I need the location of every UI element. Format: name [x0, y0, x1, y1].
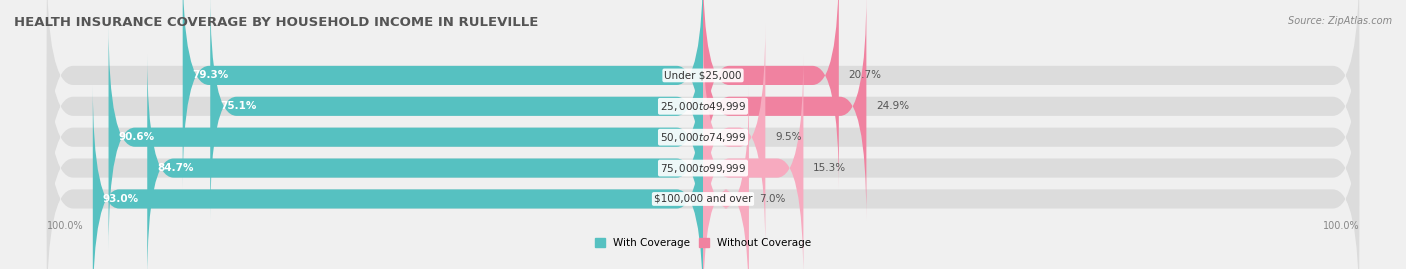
Text: 20.7%: 20.7%: [849, 70, 882, 80]
Text: 15.3%: 15.3%: [813, 163, 846, 173]
Text: 79.3%: 79.3%: [193, 70, 229, 80]
Text: 84.7%: 84.7%: [157, 163, 194, 173]
FancyBboxPatch shape: [46, 0, 1360, 220]
FancyBboxPatch shape: [703, 23, 765, 251]
FancyBboxPatch shape: [703, 0, 839, 189]
Text: $100,000 and over: $100,000 and over: [654, 194, 752, 204]
Legend: With Coverage, Without Coverage: With Coverage, Without Coverage: [591, 234, 815, 252]
FancyBboxPatch shape: [46, 23, 1360, 251]
FancyBboxPatch shape: [703, 0, 866, 220]
Text: Under $25,000: Under $25,000: [664, 70, 742, 80]
FancyBboxPatch shape: [703, 85, 749, 269]
Text: 7.0%: 7.0%: [759, 194, 785, 204]
Text: 90.6%: 90.6%: [118, 132, 155, 142]
Text: Source: ZipAtlas.com: Source: ZipAtlas.com: [1288, 16, 1392, 26]
Text: $50,000 to $74,999: $50,000 to $74,999: [659, 131, 747, 144]
FancyBboxPatch shape: [703, 54, 803, 269]
FancyBboxPatch shape: [108, 23, 703, 251]
Text: 93.0%: 93.0%: [103, 194, 139, 204]
FancyBboxPatch shape: [93, 85, 703, 269]
FancyBboxPatch shape: [46, 54, 1360, 269]
FancyBboxPatch shape: [46, 0, 1360, 189]
Text: 24.9%: 24.9%: [876, 101, 910, 111]
FancyBboxPatch shape: [46, 85, 1360, 269]
FancyBboxPatch shape: [183, 0, 703, 189]
Text: 100.0%: 100.0%: [1323, 221, 1360, 231]
Text: HEALTH INSURANCE COVERAGE BY HOUSEHOLD INCOME IN RULEVILLE: HEALTH INSURANCE COVERAGE BY HOUSEHOLD I…: [14, 16, 538, 29]
Text: $25,000 to $49,999: $25,000 to $49,999: [659, 100, 747, 113]
FancyBboxPatch shape: [148, 54, 703, 269]
FancyBboxPatch shape: [211, 0, 703, 220]
Text: $75,000 to $99,999: $75,000 to $99,999: [659, 162, 747, 175]
Text: 100.0%: 100.0%: [46, 221, 83, 231]
Text: 9.5%: 9.5%: [775, 132, 801, 142]
Text: 75.1%: 75.1%: [221, 101, 256, 111]
